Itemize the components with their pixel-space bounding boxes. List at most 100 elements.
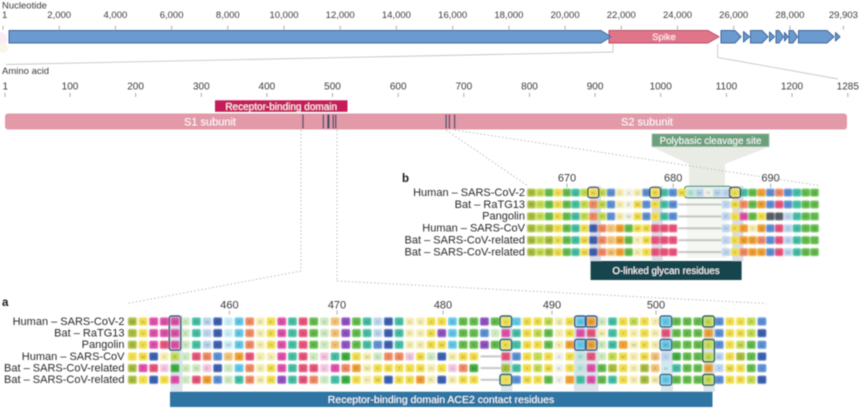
svg-text:W: W	[680, 190, 685, 196]
svg-text:A: A	[430, 319, 434, 325]
svg-text:G: G	[636, 190, 640, 196]
svg-text:S: S	[237, 354, 240, 360]
svg-text:P: P	[733, 226, 736, 232]
svg-text:V: V	[248, 331, 252, 337]
svg-text:M: M	[301, 378, 305, 384]
svg-text:I: I	[558, 331, 559, 337]
svg-text:I: I	[324, 378, 325, 384]
svg-text:R: R	[632, 319, 636, 325]
svg-text:T: T	[131, 331, 134, 337]
svg-text:S: S	[645, 190, 648, 196]
svg-text:Q: Q	[618, 226, 622, 232]
svg-text:Y: Y	[662, 238, 666, 244]
svg-text:F: F	[742, 226, 745, 232]
svg-text:P: P	[355, 366, 358, 372]
svg-text:L: L	[804, 190, 807, 196]
svg-text:Human – SARS-CoV: Human – SARS-CoV	[422, 223, 525, 235]
svg-text:L: L	[184, 354, 187, 360]
svg-text:V: V	[632, 378, 636, 384]
svg-text:Y: Y	[618, 250, 622, 256]
svg-text:N: N	[675, 354, 679, 360]
svg-text:S: S	[408, 343, 411, 349]
svg-text:E: E	[592, 226, 595, 232]
svg-text:M: M	[715, 190, 719, 196]
svg-text:D: D	[525, 319, 529, 325]
svg-text:E: E	[259, 319, 262, 325]
svg-text:Bat – SARS-CoV-related: Bat – SARS-CoV-related	[4, 363, 124, 375]
svg-text:V: V	[733, 190, 737, 196]
svg-text:1200: 1200	[781, 82, 804, 93]
svg-text:M: M	[611, 343, 615, 349]
svg-text:T: T	[804, 238, 807, 244]
svg-text:H: H	[365, 378, 369, 384]
svg-text:I: I	[142, 378, 143, 384]
svg-text:V: V	[751, 226, 755, 232]
svg-text:C: C	[538, 238, 542, 244]
svg-text:P: P	[565, 202, 568, 208]
svg-text:E: E	[408, 378, 411, 384]
svg-text:N: N	[717, 354, 721, 360]
svg-text:L: L	[760, 190, 763, 196]
svg-text:W: W	[632, 343, 637, 349]
svg-text:S: S	[530, 226, 533, 232]
svg-text:E: E	[483, 331, 486, 337]
svg-text:K: K	[795, 238, 799, 244]
svg-text:T: T	[291, 331, 294, 337]
svg-text:L: L	[707, 343, 710, 349]
svg-text:480: 480	[434, 300, 452, 312]
svg-text:K: K	[601, 238, 605, 244]
svg-text:S: S	[786, 226, 789, 232]
svg-text:V: V	[141, 331, 145, 337]
svg-text:V: V	[627, 226, 631, 232]
svg-text:C: C	[632, 354, 636, 360]
svg-text:L: L	[769, 238, 772, 244]
svg-text:R: R	[675, 366, 679, 372]
svg-text:P: P	[440, 331, 443, 337]
svg-text:S: S	[547, 378, 550, 384]
svg-text:6,000: 6,000	[160, 10, 184, 21]
svg-text:T: T	[686, 343, 689, 349]
svg-text:S: S	[707, 366, 710, 372]
svg-text:P: P	[462, 331, 465, 337]
svg-text:I: I	[377, 343, 378, 349]
svg-text:P: P	[539, 214, 542, 220]
svg-text:Y: Y	[387, 378, 391, 384]
svg-text:C: C	[504, 331, 508, 337]
svg-text:Q: Q	[557, 319, 561, 325]
svg-text:S: S	[601, 190, 604, 196]
svg-text:R: R	[707, 378, 711, 384]
svg-text:700: 700	[455, 82, 472, 93]
svg-text:R: R	[538, 226, 542, 232]
svg-text:N: N	[131, 366, 135, 372]
svg-text:M: M	[600, 331, 604, 337]
svg-text:T: T	[645, 250, 648, 256]
svg-text:K: K	[269, 319, 273, 325]
svg-text:A: A	[451, 366, 455, 372]
svg-text:C: C	[536, 366, 540, 372]
svg-text:T: T	[654, 319, 657, 325]
svg-text:E: E	[675, 378, 678, 384]
svg-text:S: S	[769, 202, 772, 208]
svg-text:T: T	[574, 202, 577, 208]
svg-text:W: W	[472, 366, 477, 372]
svg-text:P: P	[237, 378, 240, 384]
svg-text:N: N	[739, 331, 743, 337]
svg-text:K: K	[504, 343, 508, 349]
svg-text:R: R	[344, 378, 348, 384]
svg-text:400: 400	[259, 82, 276, 93]
svg-text:A: A	[301, 331, 305, 337]
svg-text:V: V	[440, 319, 444, 325]
svg-text:G: G	[600, 250, 604, 256]
svg-text:R: R	[547, 331, 551, 337]
svg-text:W: W	[440, 343, 445, 349]
svg-text:V: V	[786, 202, 790, 208]
svg-text:W: W	[547, 238, 552, 244]
svg-text:E: E	[627, 202, 630, 208]
svg-text:H: H	[724, 226, 728, 232]
svg-text:16,000: 16,000	[438, 10, 467, 21]
svg-text:N: N	[777, 190, 781, 196]
svg-text:T: T	[718, 343, 721, 349]
svg-text:Q: Q	[515, 354, 519, 360]
svg-text:I: I	[725, 238, 726, 244]
svg-text:F: F	[592, 202, 595, 208]
